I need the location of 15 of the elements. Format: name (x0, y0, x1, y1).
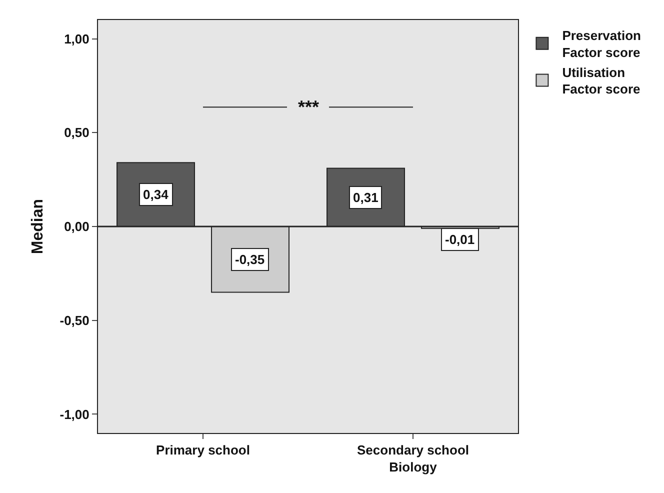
x-tick-label: Primary school (156, 442, 250, 458)
data-label: 0,31 (353, 190, 378, 205)
y-tick-label: 0,50 (64, 125, 90, 140)
x-tick-label: Secondary school Biology (357, 442, 469, 474)
legend-label: Utilisation Factor score (562, 64, 640, 97)
y-tick-label: -1,00 (60, 406, 90, 422)
y-axis-title: Median (30, 198, 47, 254)
legend-label: Preservation Factor score (562, 28, 642, 60)
data-label: -0,35 (235, 252, 265, 267)
data-label: 0,34 (143, 187, 170, 202)
y-tick-label: 0,00 (64, 219, 90, 234)
y-tick-label: 1,00 (64, 31, 90, 46)
annotation: *** (298, 97, 320, 117)
data-label: -0,01 (445, 232, 475, 247)
y-tick-label: -0,50 (60, 312, 90, 328)
